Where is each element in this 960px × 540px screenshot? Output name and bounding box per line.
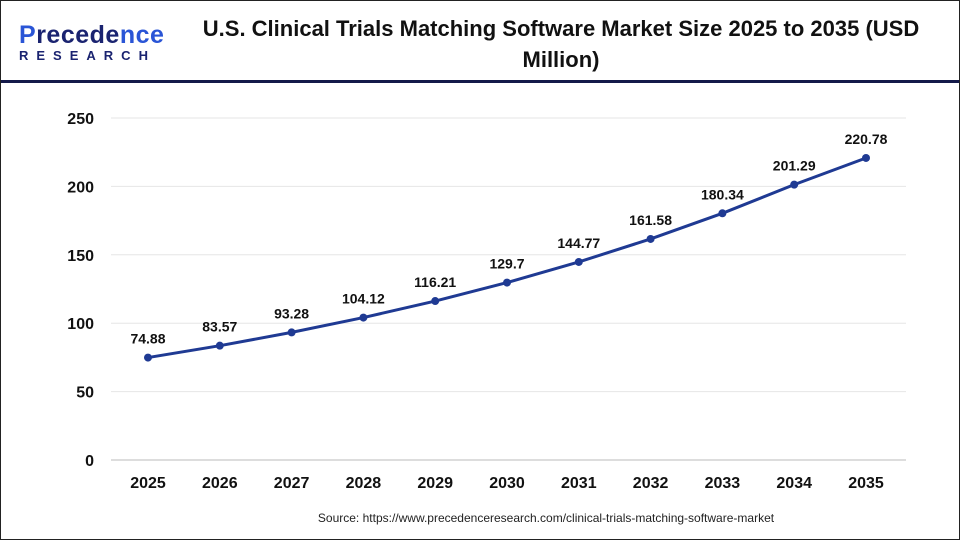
- data-label: 161.58: [629, 212, 672, 228]
- data-label: 180.34: [701, 186, 744, 202]
- logo-text: recede: [36, 21, 120, 49]
- data-point: [359, 313, 368, 322]
- logo-text-accent: nce: [119, 21, 165, 49]
- x-tick-label: 2027: [274, 475, 310, 492]
- x-tick-label: 2034: [776, 475, 812, 492]
- source-note: Source: https://www.precedenceresearch.c…: [317, 511, 775, 525]
- y-tick-label: 150: [67, 248, 94, 265]
- data-point: [215, 341, 224, 350]
- header: Precedence RESEARCH U.S. Clinical Trials…: [1, 1, 959, 83]
- logo-subtext: RESEARCH: [19, 48, 156, 63]
- x-tick-label: 2026: [202, 475, 238, 492]
- y-tick-label: 250: [67, 111, 94, 128]
- chart-title: U.S. Clinical Trials Matching Software M…: [202, 16, 920, 72]
- data-point: [790, 180, 799, 189]
- data-point: [287, 328, 296, 337]
- y-tick-label: 200: [67, 179, 94, 196]
- data-point: [862, 153, 870, 162]
- y-tick-label: 50: [76, 385, 94, 402]
- precedence-research-logo: Precedence RESEARCH: [19, 21, 164, 63]
- x-tick-label: 2032: [633, 475, 669, 492]
- x-tick-label: 2033: [705, 475, 741, 492]
- data-label: 201.29: [773, 158, 816, 174]
- data-point: [574, 257, 583, 266]
- logo-letter: P: [19, 21, 37, 49]
- data-label: 93.28: [274, 305, 309, 321]
- data-label: 83.57: [202, 319, 237, 335]
- data-point: [646, 234, 655, 243]
- data-label: 116.21: [414, 274, 456, 290]
- data-point: [503, 278, 511, 287]
- x-tick-label: 2028: [346, 475, 382, 492]
- data-label: 129.7: [489, 256, 524, 272]
- x-tick-label: 2035: [848, 475, 884, 492]
- x-tick-label: 2031: [561, 475, 597, 492]
- x-tick-label: 2025: [130, 475, 166, 492]
- y-tick-label: 100: [67, 316, 94, 333]
- data-label: 104.12: [342, 291, 385, 307]
- x-tick-label: 2030: [489, 475, 525, 492]
- data-label: 74.88: [130, 331, 165, 347]
- y-tick-label: 0: [85, 453, 94, 470]
- data-label: 144.77: [557, 235, 600, 251]
- data-label: 220.78: [845, 131, 888, 147]
- x-tick-label: 2029: [417, 475, 453, 492]
- data-point: [431, 297, 440, 306]
- data-point: [144, 353, 152, 362]
- data-point: [718, 209, 727, 218]
